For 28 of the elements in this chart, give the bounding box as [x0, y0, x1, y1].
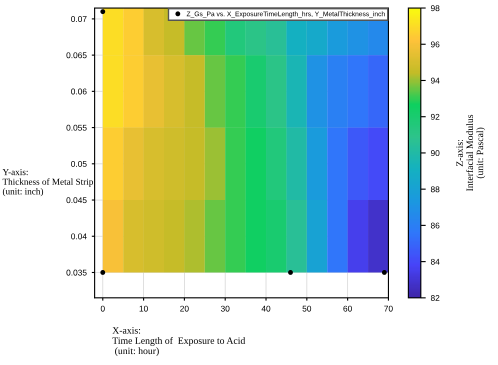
- color-bar-label: 82: [430, 295, 440, 301]
- color-bar-label: 90: [430, 150, 440, 156]
- x-tick-label: 50: [302, 306, 312, 312]
- y-tick-label: 0.065: [66, 52, 87, 58]
- y-tick-label: 0.04: [71, 233, 87, 240]
- y-axis-title: Y-axis: Thickness of Metal Strip (unit: inch): [2, 168, 94, 196]
- y-tick-label: 0.045: [66, 197, 87, 204]
- x-tick-label: 30: [220, 306, 230, 312]
- y-tick-label: 0.05: [71, 161, 87, 167]
- color-bar-label: 98: [430, 5, 440, 12]
- x-axis-title: X-axis: Time Length of Exposure to Acid (unit: hour): [112, 327, 246, 356]
- color-bar-label: 94: [430, 78, 440, 84]
- x-tick-label: 40: [262, 306, 270, 312]
- color-bar-label: 88: [430, 186, 440, 192]
- color-bar-label: 96: [430, 41, 440, 48]
- x-tick-label: 20: [180, 306, 189, 312]
- x-tick-label: 60: [343, 306, 352, 312]
- y-tick-label: 0.06: [71, 88, 87, 94]
- y-tick-label: 0.035: [66, 270, 87, 276]
- color-bar-label: 86: [430, 222, 440, 228]
- x-tick-label: 10: [140, 306, 148, 312]
- color-bar-title: Z-axis: Interfacial Modulus (unit: Pascal): [456, 114, 486, 192]
- color-bar-label: 84: [430, 258, 440, 265]
- y-tick-label: 0.07: [71, 16, 87, 22]
- x-tick-label: 70: [384, 306, 393, 312]
- y-tick-label: 0.055: [66, 124, 87, 131]
- color-bar-label: 92: [430, 114, 440, 120]
- x-tick-label: 0: [100, 306, 105, 312]
